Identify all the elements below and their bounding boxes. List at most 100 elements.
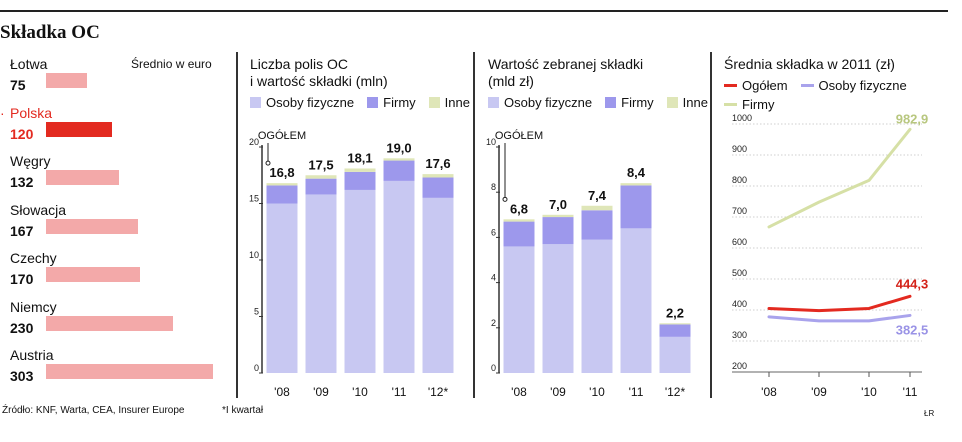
total-annotation: OGÓŁEM xyxy=(495,129,543,142)
bar-segment-firmy xyxy=(503,221,535,247)
country-bar xyxy=(46,218,139,234)
y-tick-label: 300 xyxy=(732,330,747,340)
y-tick-label: 700 xyxy=(732,206,747,216)
country-bar xyxy=(46,121,113,137)
bar-segment-osoby xyxy=(503,246,535,373)
premium-value-chart: 0 2 4 6 8 10 6,8 '08 7,0 '09 7,4 '10 8,4 '11 2,2 '12* OG… xyxy=(486,129,691,399)
y-tick-label: 1000 xyxy=(732,113,752,123)
bar-segment-firmy xyxy=(383,160,415,181)
panel-separator xyxy=(473,52,475,398)
y-tick-label: 2 xyxy=(491,318,496,328)
x-tick-label: '09 xyxy=(811,385,827,399)
legend-label: Osoby fizyczne xyxy=(504,95,593,110)
legend-swatch-inne xyxy=(428,97,440,108)
y-tick-label: 10 xyxy=(249,250,259,260)
legend-swatch-osoby xyxy=(250,97,261,108)
unit-label: Średnio w euro xyxy=(131,57,212,71)
legend-line-osoby xyxy=(800,84,814,87)
country-name: Niemcy xyxy=(10,298,57,315)
country-name: Austria xyxy=(10,347,54,363)
legend-label: Firmy xyxy=(742,97,775,112)
total-label: 6,8 xyxy=(510,201,528,216)
y-tick-label: 800 xyxy=(732,175,747,185)
bar-segment-osoby xyxy=(659,336,691,373)
bar-segment-firmy xyxy=(581,210,613,240)
y-tick-label: 200 xyxy=(732,361,747,371)
bar-segment-osoby xyxy=(305,194,337,373)
legend: Ogółem Osoby fizyczne xyxy=(724,78,907,93)
line-ogolem xyxy=(767,294,912,313)
average-premium-chart: 200 300 400 500 600 700 800 900 1000 '08 '09 '10 '11… xyxy=(732,111,929,399)
bar-segment-firmy xyxy=(542,217,574,245)
country-name: Słowacja xyxy=(10,201,67,218)
x-tick-label: '12* xyxy=(428,385,449,399)
y-tick-label: 20 xyxy=(249,137,259,147)
legend: Firmy xyxy=(724,97,775,112)
x-tick-label: '10 xyxy=(861,385,877,399)
legend-swatch-osoby xyxy=(488,97,499,108)
legend-label: Inne xyxy=(444,95,470,110)
country-bar xyxy=(46,267,140,282)
country-bar xyxy=(46,170,119,185)
panel-separator xyxy=(236,52,238,398)
legend-swatch-firmy xyxy=(605,97,617,108)
y-tick-label: 900 xyxy=(732,144,747,154)
bar-segment-osoby xyxy=(620,228,652,373)
country-name: Czechy xyxy=(10,250,57,266)
bar-segment-osoby xyxy=(581,239,613,373)
legend-swatch-inne xyxy=(666,97,678,108)
bar-segment-osoby xyxy=(422,197,454,373)
panel-title: Wartość zebranej składki (mld zł) xyxy=(488,56,644,89)
y-tick-label: 600 xyxy=(732,237,747,247)
y-tick-label: 8 xyxy=(491,182,496,192)
source-note: Źródło: KNF, Warta, CEA, Insurer Europe xyxy=(2,405,185,416)
legend: Osoby fizyczne Firmy Inne xyxy=(488,95,708,110)
author-credit: ŁR xyxy=(924,409,935,418)
y-tick-label: 0 xyxy=(254,363,259,373)
x-tick-label: '10 xyxy=(352,385,368,399)
line-osoby xyxy=(767,313,912,323)
total-label: 7,4 xyxy=(588,188,607,203)
legend-label: Osoby fizyczne xyxy=(818,78,907,93)
total-label: 2,2 xyxy=(666,305,684,320)
country-bar xyxy=(46,315,173,331)
country-value: 230 xyxy=(10,319,34,336)
country-value: 132 xyxy=(10,174,34,190)
end-value-label: 382,5 xyxy=(896,322,929,337)
total-label: 17,6 xyxy=(425,156,450,171)
total-annotation: OGÓŁEM xyxy=(258,129,306,142)
end-value-label: 444,3 xyxy=(896,276,929,291)
bar-segment-inne xyxy=(581,205,613,211)
y-tick-label: 15 xyxy=(249,194,259,204)
country-value: 303 xyxy=(10,368,34,384)
end-value-label: 982,9 xyxy=(896,111,929,126)
panel-title: Średnia składka w 2011 (zł) xyxy=(724,56,895,72)
legend-label: Osoby fizyczne xyxy=(266,95,355,110)
legend-label: Firmy xyxy=(383,95,416,110)
highlight-marker: · xyxy=(0,104,5,121)
country-value: 167 xyxy=(10,222,34,239)
x-tick-label: '10 xyxy=(589,385,605,399)
line-firmy xyxy=(767,127,912,229)
x-tick-label: '08 xyxy=(511,385,527,399)
bar-segment-inne xyxy=(266,183,298,186)
bar-segment-firmy xyxy=(659,324,691,337)
total-label: 19,0 xyxy=(386,140,411,155)
bar-segment-inne xyxy=(542,214,574,218)
y-tick-label: 6 xyxy=(491,227,496,237)
total-label: 17,5 xyxy=(308,157,333,172)
bar-segment-firmy xyxy=(620,185,652,229)
bar-segment-inne xyxy=(503,219,535,222)
bar-segment-inne xyxy=(344,168,376,172)
bar-segment-osoby xyxy=(383,180,415,373)
bar-segment-osoby xyxy=(542,244,574,373)
bar-segment-inne xyxy=(620,183,652,186)
legend-label: Firmy xyxy=(621,95,654,110)
annotation-dot xyxy=(265,160,271,166)
legend-line-firmy xyxy=(724,103,737,106)
y-tick-label: 0 xyxy=(491,363,496,373)
page-title: Składka OC xyxy=(0,22,100,43)
y-tick-label: 500 xyxy=(732,268,747,278)
country-name: Łotwa xyxy=(10,56,48,72)
x-tick-label: '12* xyxy=(665,385,686,399)
